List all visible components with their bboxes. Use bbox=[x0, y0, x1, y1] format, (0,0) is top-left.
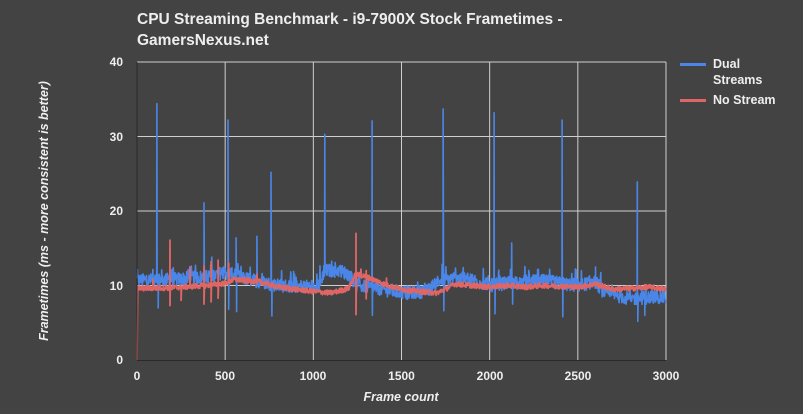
chart-title: CPU Streaming Benchmark - i9-7900X Stock… bbox=[137, 9, 697, 51]
gridlines bbox=[137, 61, 667, 360]
chart-title-line-1: CPU Streaming Benchmark - i9-7900X Stock… bbox=[137, 11, 563, 28]
x-tick-1000: 1000 bbox=[299, 369, 327, 383]
x-tick-2000: 2000 bbox=[476, 369, 504, 383]
chart-title-line-2: GamersNexus.net bbox=[137, 32, 269, 49]
y-tick-10: 10 bbox=[109, 278, 123, 293]
y-tick-40: 40 bbox=[109, 55, 123, 69]
legend-item-no-stream[interactable]: No Stream bbox=[680, 92, 783, 108]
legend: Dual Streams No Stream bbox=[680, 56, 783, 112]
series-line-no-stream bbox=[136, 232, 667, 361]
x-tick-3000: 3000 bbox=[652, 369, 680, 383]
legend-label: Dual Streams bbox=[713, 57, 763, 87]
legend-item-dual-streams[interactable]: Dual Streams bbox=[680, 56, 783, 88]
y-tick-20: 20 bbox=[109, 204, 123, 218]
x-tick-1500: 1500 bbox=[388, 369, 415, 383]
y-tick-30: 30 bbox=[109, 129, 123, 144]
x-tick-500: 500 bbox=[214, 369, 236, 383]
x-tick-2500: 2500 bbox=[564, 369, 592, 383]
x-axis-label: Frame count bbox=[363, 390, 439, 404]
legend-swatch-blue-icon bbox=[680, 63, 706, 66]
legend-swatch-red-icon bbox=[680, 99, 706, 102]
series-lines bbox=[136, 102, 667, 361]
y-tick-0: 0 bbox=[116, 353, 123, 367]
x-tick-0: 0 bbox=[133, 369, 141, 383]
legend-label: No Stream bbox=[713, 93, 776, 107]
